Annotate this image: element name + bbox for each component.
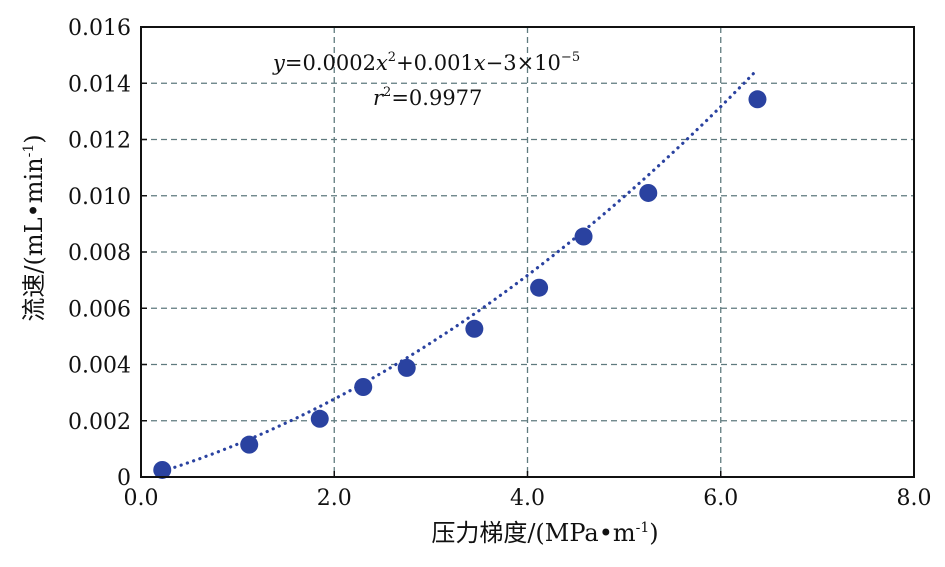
y-tick-label: 0.012 [68, 129, 131, 154]
y-tick-label: 0 [117, 466, 131, 491]
fit-line [160, 67, 760, 473]
y-tick-label: 0.008 [68, 241, 131, 266]
y-tick-label: 0.016 [68, 16, 131, 41]
y-tick-label: 0.004 [68, 354, 131, 379]
data-point [639, 183, 658, 202]
y-tick-label: 0.014 [68, 72, 131, 97]
data-point [310, 409, 329, 428]
data-points [153, 90, 767, 479]
data-point [465, 319, 484, 338]
y-axis: 0 0.002 0.004 0.006 0.008 0.010 0.012 0.014 0.01… [68, 16, 147, 491]
data-point [530, 278, 549, 297]
x-tick-label: 0.0 [124, 486, 159, 511]
y-tick-label: 0.002 [68, 410, 131, 435]
data-point [397, 358, 416, 377]
x-tick-label: 8.0 [897, 486, 932, 511]
x-tick-label: 2.0 [317, 486, 352, 511]
fit-curve [160, 67, 760, 473]
y-tick-label: 0.006 [68, 297, 131, 322]
y-tick-label: 0.010 [68, 185, 131, 210]
data-point [748, 90, 767, 109]
fit-r-squared: r2=0.9977 [373, 85, 482, 110]
x-tick-label: 4.0 [510, 486, 545, 511]
data-point [240, 435, 259, 454]
data-point [354, 378, 373, 396]
fit-equation: y=0.0002x2+0.001x−3×10−5 [272, 50, 580, 75]
x-axis-title: 压力梯度/(MPa•m-1) [431, 519, 658, 547]
x-axis: 0.0 2.0 4.0 6.0 8.0 [124, 471, 932, 511]
y-axis-title: 流速/(mL•min-1) [20, 134, 48, 321]
grid [141, 27, 914, 477]
x-tick-label: 6.0 [703, 486, 738, 511]
data-point [574, 227, 593, 246]
data-point [153, 460, 172, 479]
